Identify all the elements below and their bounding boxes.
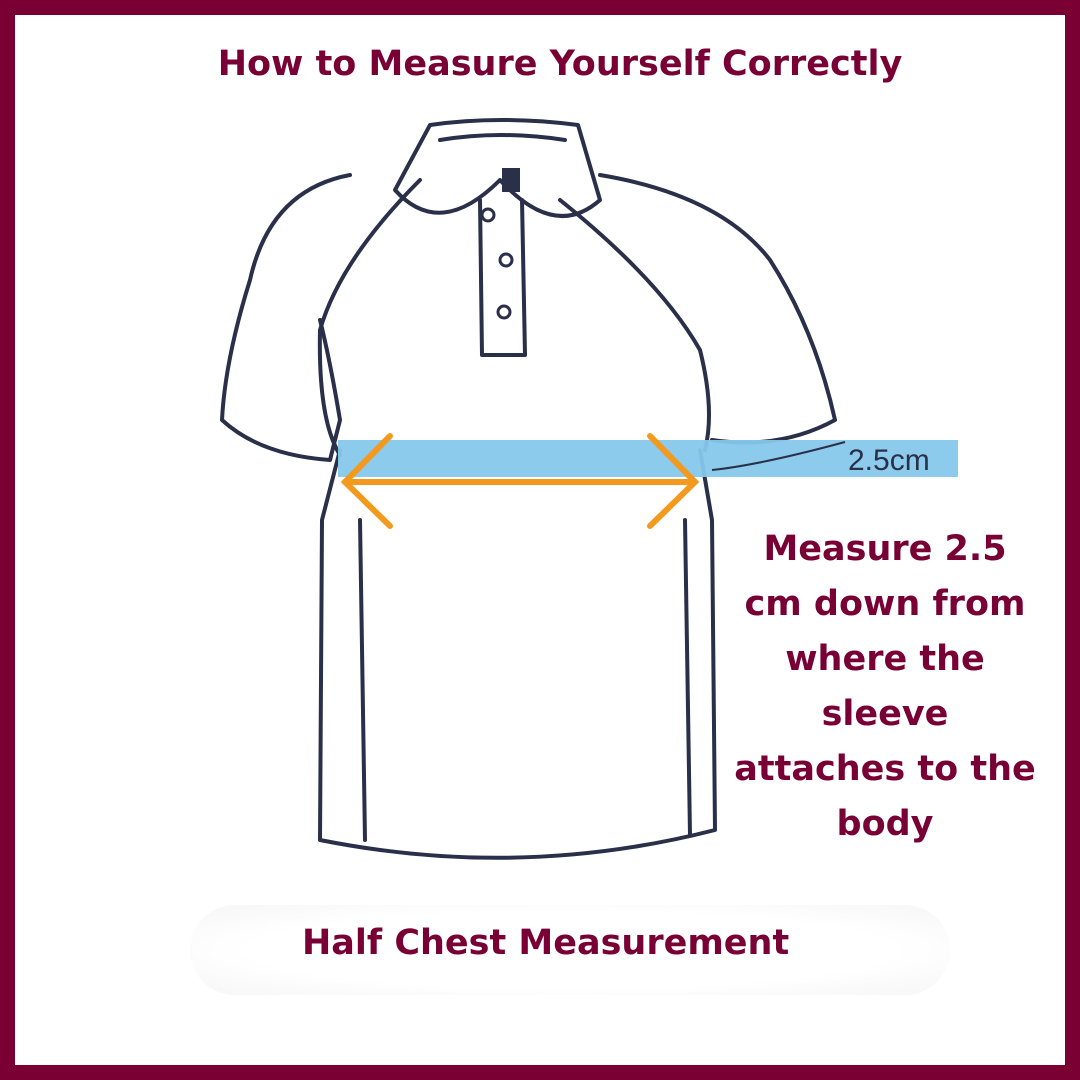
instruction-line: Measure 2.5 [763,529,1007,569]
button-icon [498,252,514,268]
placket [478,198,527,357]
right-sleeve [598,173,837,445]
instruction-line: cm down from [744,584,1026,624]
offset-label: 2.5cm [848,444,930,477]
measurement-band [338,440,958,477]
instruction-line: where the [785,639,985,679]
instruction-line: sleeve [821,694,949,734]
caption-text: Half Chest Measurement [302,923,790,963]
double-arrow-icon [340,433,700,529]
collar-tag [502,168,520,192]
shirt-body-outline [318,448,717,860]
instruction-line: body [836,804,934,844]
left-raglan-seam [317,178,422,457]
button-icon [496,304,512,320]
leader-line [711,441,846,471]
button-icon [480,207,496,223]
left-side-panel [358,518,367,842]
page-frame [15,15,1065,1065]
left-sleeve [220,173,352,462]
collar [393,118,602,218]
collar-band [438,133,567,142]
page-title: How to Measure Yourself Correctly [217,44,903,84]
instruction-text: Measure 2.5 cm down from where the sleev… [730,522,1040,852]
right-side-panel [683,518,692,837]
right-raglan-seam [558,198,711,452]
caption-box: Half Chest Measurement [190,905,950,995]
instruction-line: attaches to the [734,749,1036,789]
